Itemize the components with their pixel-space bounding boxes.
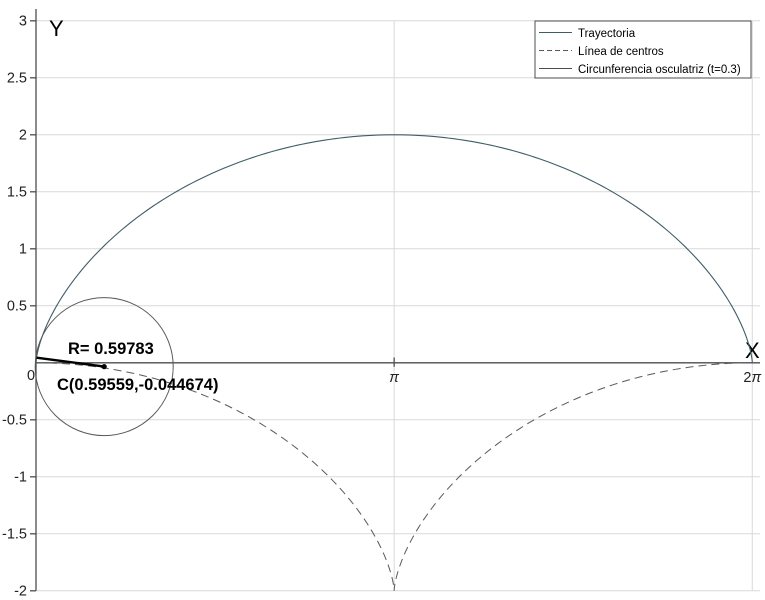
svg-text:1.5: 1.5 [7, 185, 27, 201]
svg-text:-0.5: -0.5 [2, 413, 27, 429]
svg-text:Y: Y [49, 16, 64, 41]
svg-text:2.5: 2.5 [7, 71, 27, 87]
svg-text:0.5: 0.5 [7, 299, 27, 315]
svg-text:0: 0 [27, 368, 35, 384]
svg-text:2π: 2π [743, 370, 761, 386]
svg-text:-1: -1 [14, 470, 27, 486]
svg-text:-2: -2 [14, 584, 27, 600]
svg-text:R= 0.59783: R= 0.59783 [68, 340, 154, 358]
svg-text:3: 3 [19, 14, 27, 30]
svg-text:2: 2 [19, 128, 27, 144]
svg-text:Línea de centros: Línea de centros [578, 46, 664, 58]
svg-text:1: 1 [19, 242, 27, 258]
svg-text:π: π [389, 370, 399, 386]
svg-text:Circunferencia osculatriz (t=0: Circunferencia osculatriz (t=0.3) [578, 64, 741, 76]
svg-text:-1.5: -1.5 [2, 527, 27, 543]
svg-text:C(0.59559,-0.044674): C(0.59559,-0.044674) [57, 376, 218, 394]
svg-text:Trayectoria: Trayectoria [578, 28, 636, 40]
